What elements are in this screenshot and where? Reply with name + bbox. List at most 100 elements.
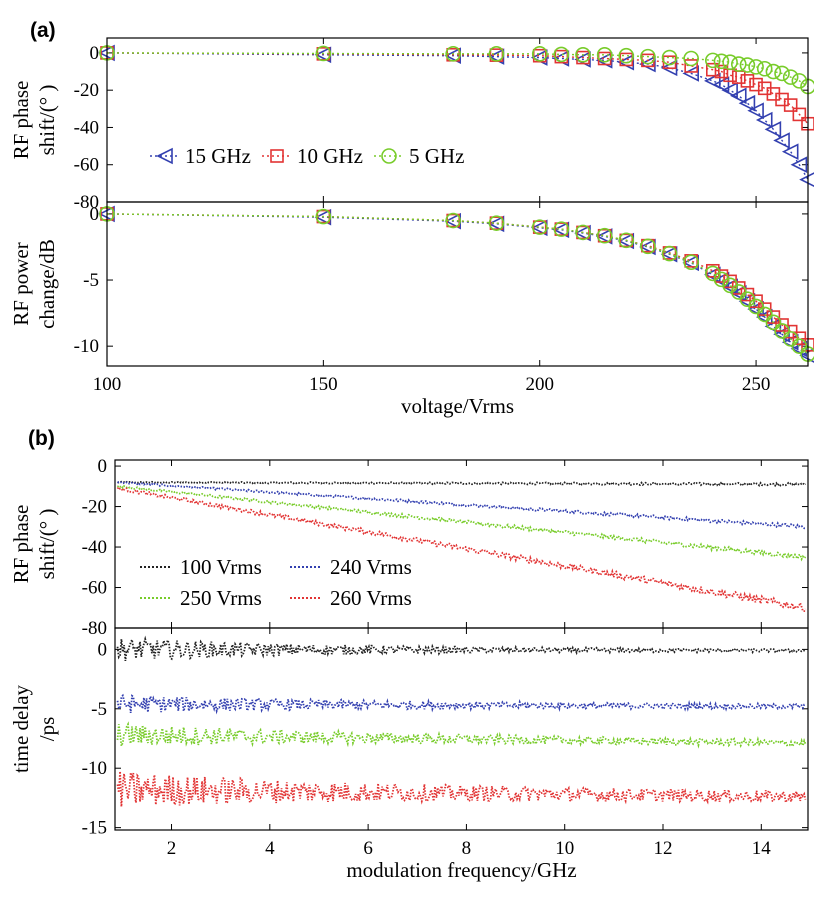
x-tick-label: 2 <box>167 838 177 859</box>
data-point <box>683 254 699 270</box>
legend-label: 260 Vrms <box>330 586 412 610</box>
series-line <box>106 52 809 88</box>
data-point <box>315 45 332 62</box>
data-point <box>640 48 656 65</box>
y-tick-label: -10 <box>74 336 99 357</box>
data-point <box>553 46 570 63</box>
series-line <box>116 771 807 808</box>
series-line <box>106 213 809 355</box>
y-tick-label: -60 <box>82 578 107 599</box>
x-tick-label: 100 <box>93 374 122 395</box>
data-point <box>488 215 505 231</box>
y-axis-title-line: RF phase <box>9 505 33 584</box>
series-line <box>116 721 807 750</box>
data-point <box>765 63 782 80</box>
data-point <box>575 46 591 63</box>
x-tick-label: 250 <box>742 374 771 395</box>
data-point <box>553 221 570 237</box>
data-point <box>618 47 635 64</box>
data-point <box>739 57 756 73</box>
series-line <box>106 213 809 356</box>
data-point <box>765 314 782 331</box>
data-point <box>381 148 397 164</box>
data-point <box>774 323 790 339</box>
data-point <box>748 59 764 75</box>
data-point <box>156 147 173 165</box>
legend-label: 5 GHz <box>409 144 464 168</box>
series-line <box>116 693 806 715</box>
data-point <box>554 222 569 236</box>
data-point <box>730 56 747 72</box>
plot-frame <box>106 37 809 203</box>
legend-label: 10 GHz <box>297 144 363 168</box>
y-axis-title-line: change/dB <box>35 239 59 329</box>
data-point <box>748 298 764 315</box>
data-point <box>774 65 790 82</box>
plot-frame <box>114 627 809 831</box>
plot-a-bottom-rf-power-change: 0 -5 -10 100 150 200 250 RF power change/dB volta… <box>9 201 814 418</box>
data-point <box>783 98 798 112</box>
series-line <box>106 52 809 125</box>
data-point <box>766 310 781 324</box>
data-point <box>706 62 720 77</box>
plot-b-top-rf-phase-shift: 0 -20 -40 -60 -80 RF phase shift/(° ) 100 Vrms 2… <box>9 456 809 639</box>
data-point <box>729 87 747 105</box>
data-point <box>597 228 612 243</box>
data-point <box>738 94 756 112</box>
y-tick-label: -40 <box>82 537 107 558</box>
x-tick-label: 12 <box>654 838 673 859</box>
data-point <box>531 219 548 235</box>
y-axis-title-line: RF power <box>9 242 33 325</box>
data-point <box>445 46 461 62</box>
data-point <box>705 265 721 282</box>
y-axis-title-line: RF phase <box>9 81 33 160</box>
y-tick-label: 0 <box>90 204 100 225</box>
data-point <box>445 212 461 229</box>
data-point <box>791 338 808 354</box>
x-tick-label: 150 <box>309 374 338 395</box>
series-line <box>116 484 807 562</box>
data-point <box>792 107 807 122</box>
data-point <box>532 220 547 234</box>
data-point <box>661 49 678 66</box>
data-point <box>576 225 590 240</box>
data-point <box>756 60 773 77</box>
data-point <box>749 77 763 92</box>
panel-b-label: (b) <box>28 427 55 450</box>
data-point <box>661 245 678 262</box>
data-point <box>683 50 699 67</box>
plot-b-bottom-time-delay: 0 -5 -10 -15 2 4 6 8 10 12 14 time delay/ps modulati… <box>9 627 809 882</box>
y-tick-label: 0 <box>90 43 100 64</box>
data-point <box>747 102 764 119</box>
y-tick-label: 0 <box>98 456 108 477</box>
y-tick-label: 0 <box>98 639 108 660</box>
x-tick-label: 200 <box>525 374 554 395</box>
y-tick-label: -40 <box>74 117 99 138</box>
legend-label: 100 Vrms <box>180 555 262 579</box>
y-tick-label: -5 <box>83 270 99 291</box>
x-tick-label: 14 <box>752 838 772 859</box>
series-line <box>116 635 806 662</box>
data-point <box>640 238 656 255</box>
y-tick-label: -80 <box>82 618 107 639</box>
y-tick-label: -5 <box>91 699 107 720</box>
x-tick-label: 10 <box>555 838 574 859</box>
y-tick-label: -10 <box>82 758 107 779</box>
data-point <box>764 121 782 138</box>
data-point <box>315 208 332 225</box>
data-point <box>781 143 799 160</box>
data-point <box>721 81 738 99</box>
x-tick-label: 8 <box>462 838 472 859</box>
x-tick-label: 6 <box>363 838 373 859</box>
data-point <box>704 72 721 90</box>
data-point <box>712 76 730 93</box>
data-point <box>713 271 730 288</box>
plot-a-top-rf-phase-shift: 0 -20 -40 -60 -80 RF phase shift/(° ) 15 GHz 10 … <box>9 37 814 213</box>
data-point <box>270 149 284 163</box>
data-point <box>791 73 808 89</box>
y-tick-label: -20 <box>74 80 99 101</box>
data-point <box>619 233 634 248</box>
series-line <box>117 481 806 530</box>
data-point <box>773 132 790 149</box>
